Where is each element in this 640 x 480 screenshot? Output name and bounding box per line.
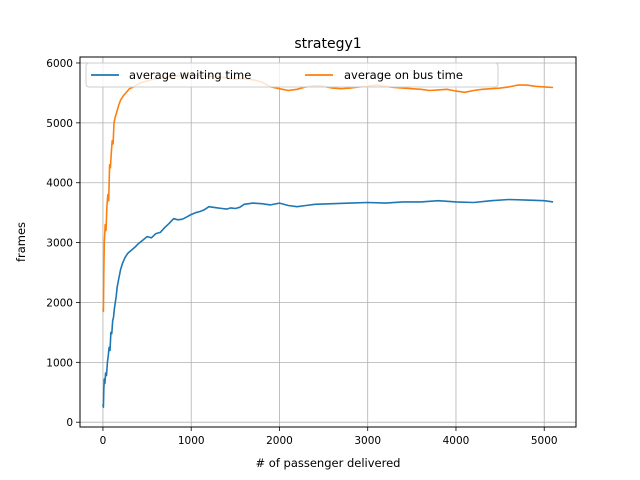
plot-frame (79, 56, 577, 428)
x-tick-label: 0 (100, 435, 107, 447)
legend-label-waiting: average waiting time (129, 68, 251, 82)
legend: average waiting time average on bus time (85, 62, 499, 88)
x-axis-label: # of passenger delivered (256, 456, 401, 470)
legend-box (85, 62, 499, 88)
y-tick-label: 1000 (46, 357, 73, 369)
x-tick-label: 4000 (443, 435, 470, 447)
axis-ticks: 0 1000 2000 3000 4000 5000 0 1000 2000 3000 4000 50… (46, 58, 557, 447)
x-tick-label: 5000 (531, 435, 558, 447)
y-tick-label: 5000 (46, 118, 73, 130)
y-tick-label: 0 (66, 417, 73, 429)
y-tick-label: 6000 (46, 58, 73, 70)
x-tick-label: 2000 (266, 435, 293, 447)
y-tick-label: 2000 (46, 297, 73, 309)
x-tick-label: 3000 (354, 435, 381, 447)
grid-lines (80, 57, 576, 427)
chart-title: strategy1 (294, 36, 361, 52)
legend-label-on-bus: average on bus time (344, 68, 463, 82)
y-tick-label: 4000 (46, 178, 73, 190)
series-line-waiting-time (102, 198, 554, 408)
y-axis-label: frames (14, 222, 28, 262)
x-tick-label: 1000 (178, 435, 205, 447)
y-tick-label: 3000 (46, 238, 73, 250)
